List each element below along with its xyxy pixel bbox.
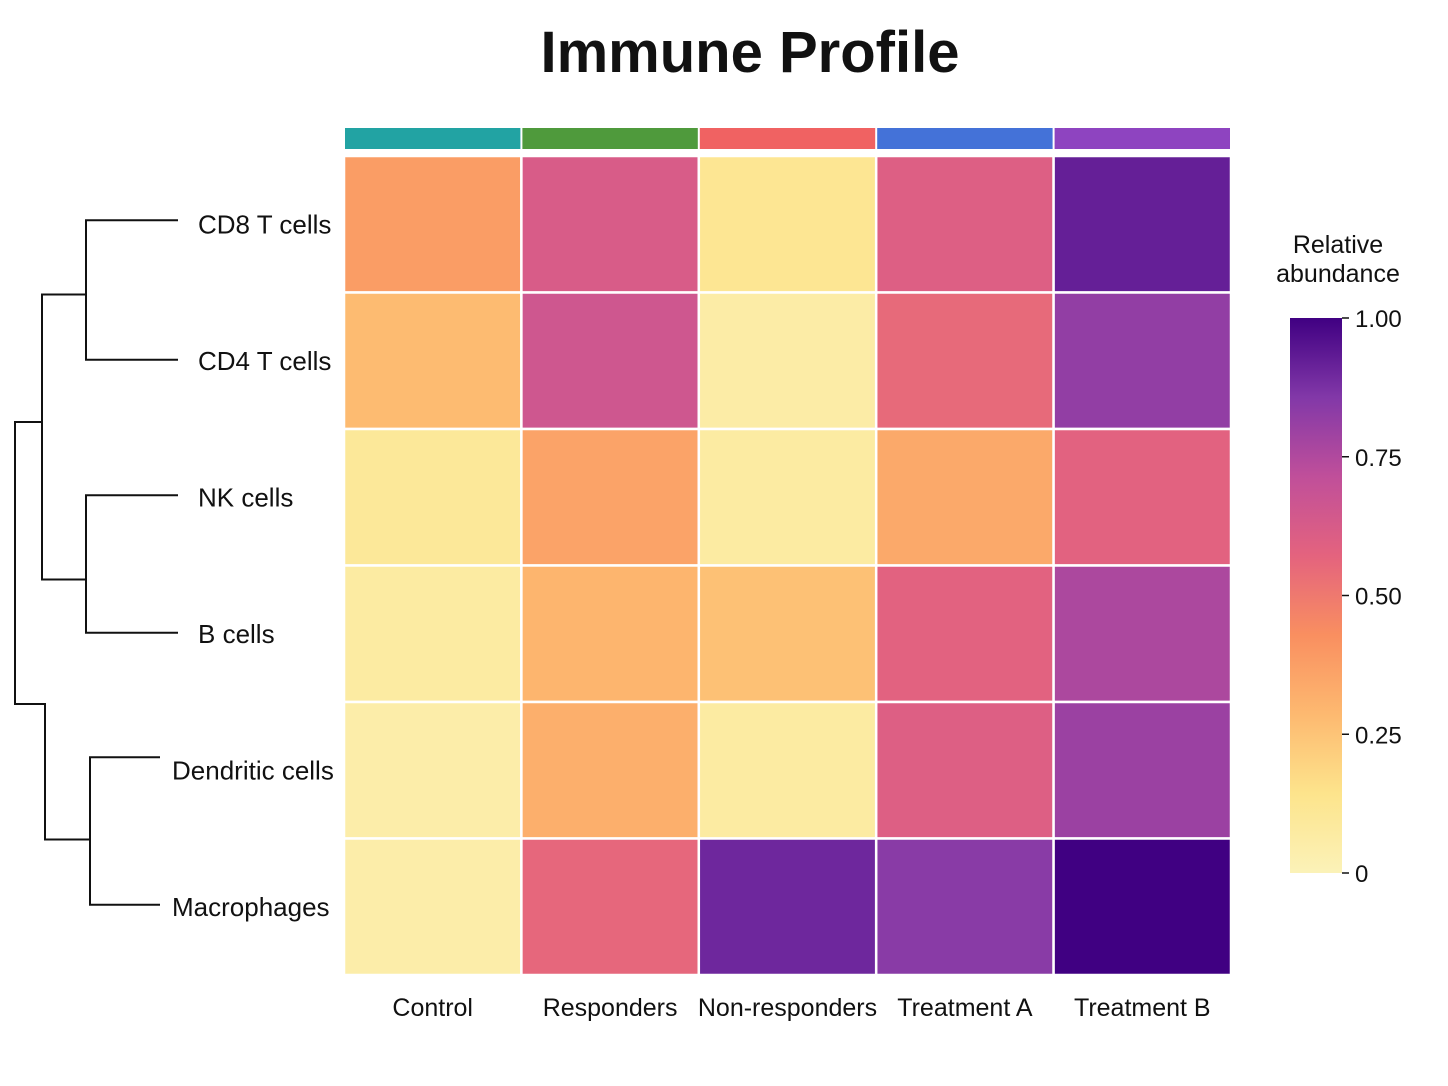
row-label: NK cells xyxy=(198,482,293,512)
row-labels: CD8 T cells CD4 T cells NK cells B cells Den… xyxy=(172,209,334,922)
column-label: Treatment B xyxy=(1074,994,1211,1022)
column-color-bar-3 xyxy=(699,128,876,149)
colorbar-tick-label: 1.00 xyxy=(1355,306,1402,333)
heatmap-cell xyxy=(697,427,878,567)
heatmap-cell xyxy=(520,564,701,704)
heatmap-cell xyxy=(874,837,1055,977)
legend-title: abundance xyxy=(1276,260,1400,288)
heatmap-cell xyxy=(520,427,701,567)
column-label: Responders xyxy=(543,994,678,1022)
row-label: B cells xyxy=(198,619,275,649)
heatmap-cell xyxy=(1052,427,1233,567)
heatmap-cell xyxy=(697,564,878,704)
column-label: Non-responders xyxy=(698,994,877,1022)
heatmap-cell xyxy=(697,154,878,294)
heatmap-cell xyxy=(342,154,523,294)
row-dendrogram xyxy=(14,219,178,906)
heatmap-cell xyxy=(874,427,1055,567)
column-color-bar-2 xyxy=(522,128,698,149)
column-color-bar-5 xyxy=(1054,128,1230,149)
legend-title: Relative xyxy=(1293,231,1383,259)
heatmap-cell xyxy=(697,291,878,431)
heatmap-cell xyxy=(697,700,878,840)
dendrogram-branch xyxy=(41,293,86,581)
dendrogram-branch xyxy=(85,494,178,634)
heatmap-cell xyxy=(1052,700,1233,840)
colorbar-tick-label: 0 xyxy=(1355,861,1368,888)
colorbar-tick-label: 0.50 xyxy=(1355,584,1402,611)
colorbar xyxy=(1290,318,1342,873)
column-group-color-bars xyxy=(345,128,1230,149)
heatmap-cell xyxy=(874,154,1055,294)
column-color-bar-4 xyxy=(877,128,1053,149)
column-label: Control xyxy=(392,994,473,1022)
heatmap-cell xyxy=(1052,291,1233,431)
row-label: CD4 T cells xyxy=(198,346,331,376)
dendrogram-branch xyxy=(85,219,178,361)
heatmap-cell xyxy=(874,564,1055,704)
row-label: Dendritic cells xyxy=(172,755,334,785)
row-label: CD8 T cells xyxy=(198,209,331,239)
heatmap-cell xyxy=(874,700,1055,840)
heatmap-cell xyxy=(697,837,878,977)
dendrogram-branch xyxy=(89,756,160,906)
column-label: Treatment A xyxy=(897,994,1033,1022)
heatmap-cell xyxy=(342,564,523,704)
heatmap-cell xyxy=(342,427,523,567)
heatmap-cell xyxy=(1052,564,1233,704)
heatmap-cell xyxy=(1052,154,1233,294)
heatmap-cell xyxy=(520,291,701,431)
heatmap-cell xyxy=(1052,837,1233,977)
column-color-bar-1 xyxy=(345,128,521,149)
colorbar-tick-label: 0.25 xyxy=(1355,722,1402,749)
dendrogram-branch xyxy=(14,421,90,841)
heatmap-cell xyxy=(342,700,523,840)
row-label: Macrophages xyxy=(172,892,330,922)
heatmap-cell xyxy=(520,154,701,294)
heatmap-cell xyxy=(520,700,701,840)
column-labels: Control Responders Non-responders Treatment… xyxy=(392,994,1210,1022)
heatmap-cell xyxy=(342,291,523,431)
colorbar-tick-label: 0.75 xyxy=(1355,445,1402,472)
heatmap-cell xyxy=(874,291,1055,431)
heatmap-cells xyxy=(342,154,1233,977)
chart-title: Immune Profile xyxy=(541,20,960,85)
heatmap-cell xyxy=(520,837,701,977)
heatmap-cell xyxy=(342,837,523,977)
